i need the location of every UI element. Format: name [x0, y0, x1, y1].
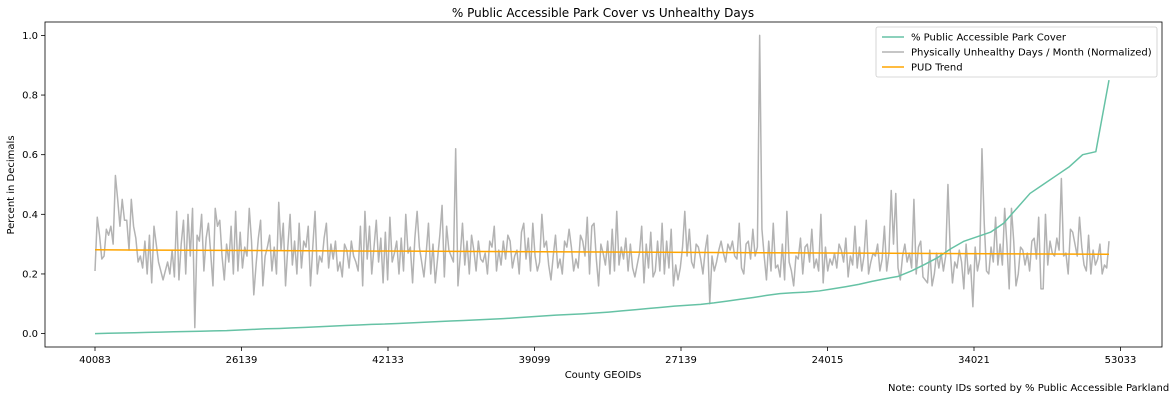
legend-box	[875, 26, 1158, 78]
x-tick-label: 27139	[665, 355, 697, 366]
y-tick-label: 0.4	[22, 210, 38, 221]
y-tick-label: 0.2	[22, 269, 38, 280]
legend-label: PUD Trend	[911, 63, 963, 74]
x-tick-label: 34021	[958, 355, 990, 366]
legend: % Public Accessible Park Cover Physically…	[875, 26, 1158, 78]
pud-trend-series-line	[94, 249, 1110, 256]
y-tick-label: 0.0	[22, 329, 38, 340]
x-axis-ticks: 40083 26139 42133 39099 27139 24015 34021 53033	[79, 347, 1136, 366]
series-layer	[94, 34, 1110, 335]
x-tick-label: 26139	[226, 355, 258, 366]
x-tick-label: 39099	[519, 355, 551, 366]
y-axis-ticks: 0.0 0.2 0.4 0.6 0.8 1.0	[22, 31, 45, 340]
y-tick-label: 0.8	[22, 91, 38, 102]
y-tick-label: 1.0	[22, 31, 38, 42]
x-tick-label: 53033	[1105, 355, 1137, 366]
x-tick-label: 42133	[372, 355, 404, 366]
park-cover-series-line	[94, 80, 1110, 335]
chart-title: % Public Accessible Park Cover vs Unheal…	[452, 6, 754, 20]
legend-label: Physically Unhealthy Days / Month (Norma…	[911, 48, 1152, 59]
x-tick-label: 40083	[79, 355, 111, 366]
x-axis-label: County GEOIDs	[565, 370, 642, 381]
legend-label: % Public Accessible Park Cover	[911, 33, 1067, 44]
y-tick-label: 0.6	[22, 150, 38, 161]
x-tick-label: 24015	[812, 355, 844, 366]
footnote: Note: county IDs sorted by % Public Acce…	[888, 383, 1170, 394]
unhealthy-days-series-line	[94, 34, 1110, 329]
y-axis-label: Percent in Decimals	[6, 135, 17, 234]
